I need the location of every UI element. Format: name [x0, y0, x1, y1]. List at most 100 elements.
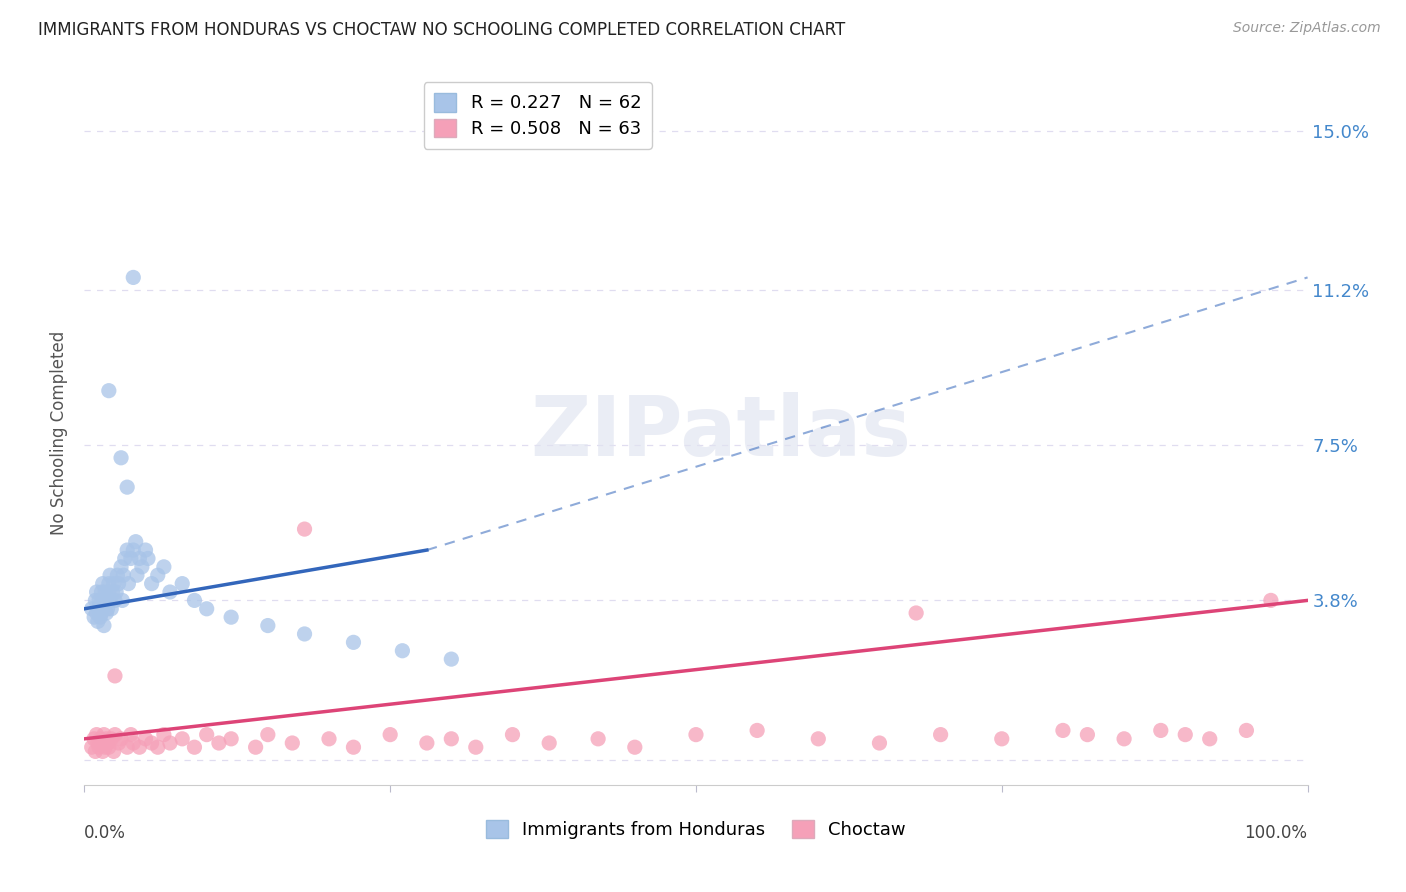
Point	[110, 559, 132, 574]
Point	[107, 576, 129, 591]
Point	[195, 602, 218, 616]
Point	[83, 731, 105, 746]
Point	[135, 543, 157, 558]
Point	[318, 731, 340, 746]
Point	[94, 585, 117, 599]
Point	[146, 740, 169, 755]
Point	[502, 728, 524, 742]
Point	[464, 740, 486, 755]
Point	[183, 740, 205, 755]
Point	[208, 736, 231, 750]
Point	[146, 568, 169, 582]
Point	[97, 740, 120, 755]
Point	[281, 736, 304, 750]
Point	[90, 585, 112, 599]
Point	[538, 736, 561, 750]
Point	[929, 728, 952, 742]
Point	[87, 740, 110, 755]
Point	[89, 598, 111, 612]
Point	[342, 740, 364, 755]
Text: 100.0%: 100.0%	[1244, 823, 1308, 842]
Point	[105, 568, 128, 582]
Point	[87, 736, 110, 750]
Point	[440, 731, 463, 746]
Point	[93, 593, 115, 607]
Point	[905, 606, 928, 620]
Point	[747, 723, 769, 738]
Point	[257, 728, 280, 742]
Point	[84, 744, 107, 758]
Point	[98, 593, 121, 607]
Point	[624, 740, 647, 755]
Text: ZIPatlas: ZIPatlas	[530, 392, 911, 473]
Point	[90, 736, 112, 750]
Point	[120, 728, 142, 742]
Point	[89, 610, 111, 624]
Point	[172, 576, 194, 591]
Point	[257, 618, 280, 632]
Point	[97, 602, 120, 616]
Point	[117, 576, 139, 591]
Text: 0.0%: 0.0%	[84, 823, 127, 842]
Point	[122, 270, 145, 285]
Point	[114, 551, 136, 566]
Point	[380, 728, 402, 742]
Point	[87, 615, 110, 629]
Point	[87, 602, 110, 616]
Point	[183, 593, 205, 607]
Point	[294, 627, 316, 641]
Point	[115, 740, 138, 755]
Point	[125, 534, 148, 549]
Point	[391, 644, 413, 658]
Point	[96, 606, 118, 620]
Point	[80, 740, 103, 755]
Point	[103, 744, 125, 758]
Point	[97, 585, 120, 599]
Point	[86, 606, 108, 620]
Point	[112, 568, 135, 582]
Point	[115, 543, 138, 558]
Point	[131, 559, 153, 574]
Point	[135, 731, 157, 746]
Point	[991, 731, 1014, 746]
Point	[1236, 723, 1258, 738]
Point	[83, 610, 105, 624]
Point	[89, 731, 111, 746]
Point	[120, 551, 142, 566]
Point	[1114, 731, 1136, 746]
Point	[807, 731, 830, 746]
Point	[94, 740, 117, 755]
Point	[97, 384, 120, 398]
Point	[105, 585, 128, 599]
Text: Source: ZipAtlas.com: Source: ZipAtlas.com	[1233, 21, 1381, 36]
Point	[93, 618, 115, 632]
Point	[1260, 593, 1282, 607]
Point	[195, 728, 218, 742]
Point	[1198, 731, 1220, 746]
Point	[101, 585, 124, 599]
Point	[104, 593, 127, 607]
Point	[104, 728, 127, 742]
Point	[104, 669, 127, 683]
Point	[219, 731, 242, 746]
Point	[93, 728, 115, 742]
Point	[159, 736, 181, 750]
Point	[97, 736, 120, 750]
Point	[245, 740, 267, 755]
Point	[1174, 728, 1197, 742]
Point	[115, 480, 138, 494]
Point	[100, 602, 122, 616]
Point	[128, 551, 150, 566]
Point	[90, 606, 112, 620]
Point	[111, 593, 134, 607]
Point	[96, 731, 118, 746]
Y-axis label: No Schooling Completed: No Schooling Completed	[51, 331, 69, 534]
Point	[91, 744, 114, 758]
Point	[80, 602, 103, 616]
Point	[98, 568, 121, 582]
Legend: Immigrants from Honduras, Choctaw: Immigrants from Honduras, Choctaw	[478, 813, 914, 847]
Point	[1052, 723, 1074, 738]
Point	[141, 736, 163, 750]
Point	[1076, 728, 1098, 742]
Point	[107, 736, 129, 750]
